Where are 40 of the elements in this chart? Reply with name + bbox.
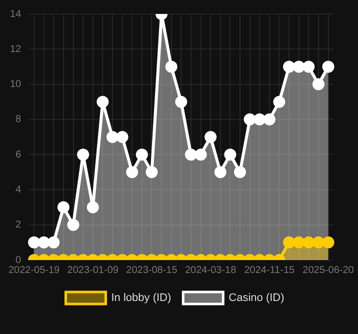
point: [146, 166, 158, 178]
x-tick-label: 2022-05-19: [8, 264, 60, 276]
point: [263, 113, 276, 126]
point: [194, 148, 207, 161]
x-tick-label: 2024-11-15: [244, 264, 296, 276]
y-tick-label: 2: [16, 220, 22, 231]
y-tick-label: 4: [16, 184, 22, 196]
point: [106, 131, 118, 143]
point: [126, 166, 138, 178]
point: [204, 131, 217, 143]
point: [292, 60, 305, 73]
x-tick-label: 2023-08-15: [126, 264, 178, 276]
y-tick-label: 12: [10, 44, 22, 55]
point: [224, 148, 236, 161]
x-tick-label: 2023-01-09: [67, 264, 119, 276]
y-tick-label: 6: [16, 149, 22, 160]
point: [273, 96, 286, 108]
y-tick-label: 10: [10, 79, 22, 90]
point: [214, 166, 226, 178]
point: [184, 148, 197, 161]
y-tick-label: 0: [16, 254, 22, 266]
point: [234, 166, 246, 178]
point: [116, 131, 128, 143]
point: [312, 78, 324, 90]
point: [136, 148, 148, 161]
point: [283, 60, 296, 73]
point: [322, 60, 334, 73]
x-tick-label: 2024-03-18: [184, 264, 237, 276]
y-tick-label: 14: [10, 8, 22, 20]
point: [165, 60, 178, 73]
point: [254, 113, 266, 126]
point: [96, 96, 109, 108]
y-tick-label: 8: [16, 114, 22, 126]
legend-label: In lobby (ID): [111, 292, 172, 304]
legend-label: Casino (ID): [228, 292, 284, 304]
point: [302, 60, 315, 73]
point: [77, 148, 90, 161]
x-tick-label: 2025-06-20: [302, 264, 354, 276]
point: [175, 96, 188, 108]
point: [244, 113, 256, 126]
